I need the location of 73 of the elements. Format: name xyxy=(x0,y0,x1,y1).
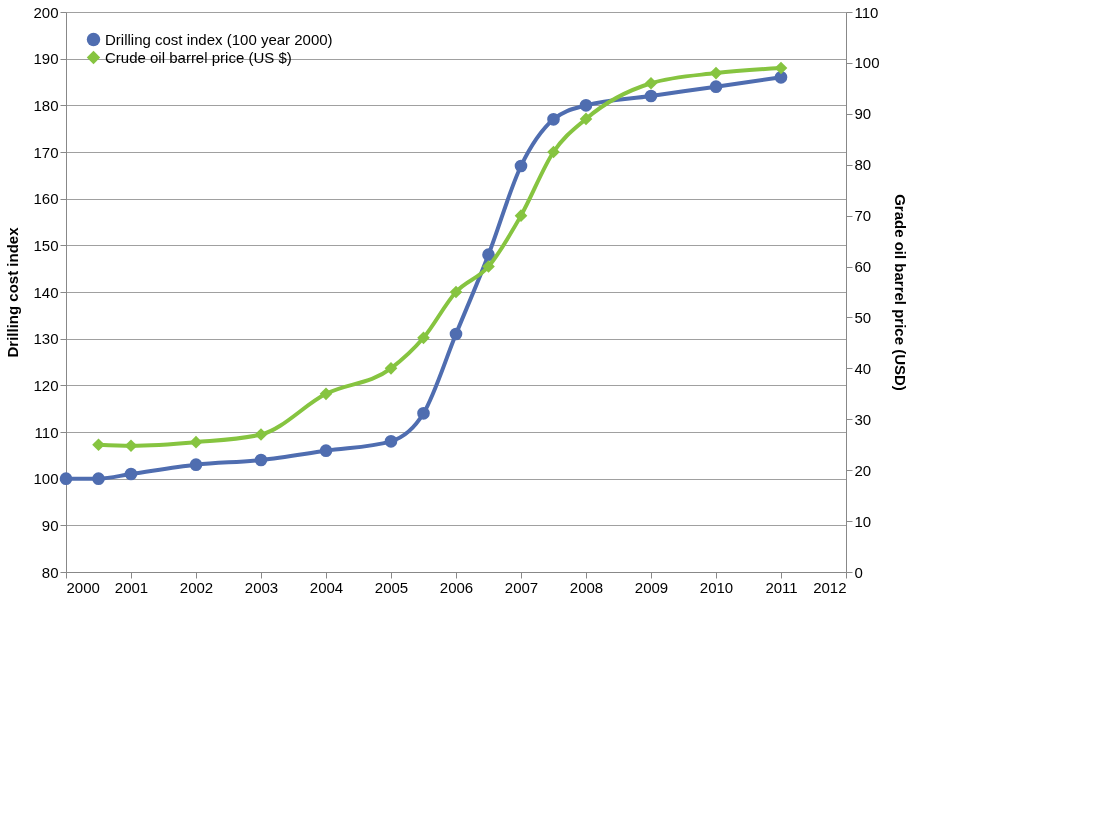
point xyxy=(709,80,723,93)
point xyxy=(254,453,268,467)
y2-axis-title: Grade oil barrel price (USD) xyxy=(891,194,909,391)
y-tick-label: 200 xyxy=(33,3,59,21)
point xyxy=(124,467,138,481)
legend-label: Crude oil barrel price (US $) xyxy=(105,48,292,66)
point xyxy=(482,260,495,273)
x-tick-label: 2007 xyxy=(504,578,539,596)
legend-label: Drilling cost index (100 year 2000) xyxy=(105,30,333,48)
point xyxy=(774,61,788,75)
x-tick-label: 2001 xyxy=(114,578,149,596)
point xyxy=(774,71,788,84)
y-tick-label: 140 xyxy=(33,283,59,301)
point xyxy=(189,435,203,449)
x-tick-label: 2009 xyxy=(634,578,669,596)
point xyxy=(92,438,105,452)
point xyxy=(384,435,398,448)
y2-tick-label: 80 xyxy=(854,156,872,174)
y-tick-label: 80 xyxy=(41,563,59,581)
point xyxy=(514,159,528,173)
point xyxy=(449,327,463,341)
point xyxy=(59,472,73,485)
point xyxy=(482,248,495,261)
y2-tick-label: 50 xyxy=(854,308,872,326)
point xyxy=(644,89,658,103)
y2-tick-label: 110 xyxy=(854,3,879,21)
point xyxy=(189,458,203,471)
y-tick-label: 180 xyxy=(33,96,59,114)
point xyxy=(319,444,333,457)
x-tick-label: 2008 xyxy=(569,578,604,596)
x-tick-label: 2012 xyxy=(813,578,847,596)
point xyxy=(579,99,593,112)
y-tick-label: 120 xyxy=(33,376,59,394)
point xyxy=(547,113,560,126)
point xyxy=(384,362,398,375)
y-tick-label: 90 xyxy=(41,516,59,534)
y-tick-label: 170 xyxy=(33,143,59,161)
point xyxy=(514,209,528,222)
x-tick-label: 2010 xyxy=(699,578,734,596)
x-tick-label: 2011 xyxy=(765,578,798,596)
y-tick-label: 190 xyxy=(33,50,59,68)
y-tick-label: 100 xyxy=(33,470,59,488)
y-tick-label: 110 xyxy=(34,423,59,441)
point xyxy=(644,76,658,90)
point xyxy=(417,331,430,345)
x-tick-label: 2000 xyxy=(66,578,100,596)
point xyxy=(547,145,560,159)
point xyxy=(92,472,105,485)
y2-tick-label: 90 xyxy=(854,105,872,123)
point xyxy=(417,407,430,420)
point xyxy=(319,387,333,401)
y2-tick-label: 100 xyxy=(854,54,880,72)
y2-tick-label: 10 xyxy=(854,512,872,530)
y2-tick-label: 40 xyxy=(854,359,872,377)
point xyxy=(449,285,463,299)
y2-tick-label: 0 xyxy=(854,563,863,581)
y2-tick-label: 20 xyxy=(854,461,872,479)
x-tick-label: 2002 xyxy=(179,578,214,596)
point xyxy=(254,428,268,441)
point xyxy=(709,66,723,80)
y-tick-label: 160 xyxy=(33,190,59,208)
y-axis-title: Drilling cost index xyxy=(4,226,22,358)
x-tick-label: 2005 xyxy=(374,578,409,596)
x-tick-label: 2003 xyxy=(244,578,279,596)
y-tick-label: 130 xyxy=(33,330,59,348)
y2-tick-label: 30 xyxy=(854,410,872,428)
y2-tick-label: 70 xyxy=(854,207,872,225)
x-tick-label: 2006 xyxy=(439,578,474,596)
y2-tick-label: 60 xyxy=(854,258,872,276)
point xyxy=(579,112,593,126)
x-tick-label: 2004 xyxy=(309,578,344,596)
y-tick-label: 150 xyxy=(33,236,59,254)
point xyxy=(124,439,138,453)
